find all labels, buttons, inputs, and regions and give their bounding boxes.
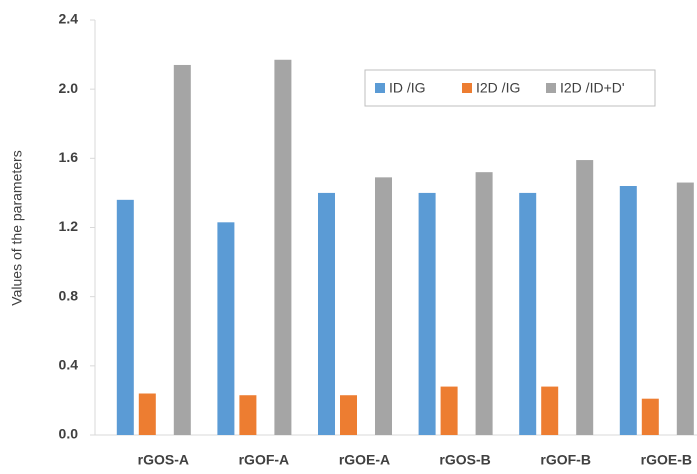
legend-label: I2D /IG xyxy=(476,80,520,96)
x-tick-label: rGOS-A xyxy=(138,452,189,468)
bar xyxy=(138,393,156,435)
legend-label: ID /IG xyxy=(389,80,426,96)
legend-swatch xyxy=(462,83,472,93)
legend-label: I2D /ID+D' xyxy=(560,80,625,96)
bar xyxy=(274,59,292,435)
bar xyxy=(641,398,659,435)
y-tick-label: 1.2 xyxy=(59,218,79,234)
bar xyxy=(619,186,637,435)
bar xyxy=(418,192,436,435)
bar xyxy=(440,386,458,435)
x-tick-label: rGOE-B xyxy=(641,452,692,468)
y-tick-label: 2.4 xyxy=(59,11,79,27)
y-tick-label: 0.4 xyxy=(59,357,79,373)
x-tick-label: rGOF-A xyxy=(239,452,290,468)
bar xyxy=(519,192,537,435)
legend-swatch xyxy=(546,83,556,93)
x-tick-label: rGOS-B xyxy=(439,452,490,468)
legend-box xyxy=(364,69,656,107)
y-tick-label: 1.6 xyxy=(59,149,79,165)
bar xyxy=(676,182,694,435)
bar xyxy=(340,395,357,435)
bar xyxy=(217,222,235,435)
bar xyxy=(576,160,594,435)
y-tick-label: 2.0 xyxy=(59,80,79,96)
y-tick-label: 0.8 xyxy=(59,287,79,303)
y-axis-title: Values of the parameters xyxy=(9,150,25,305)
bar xyxy=(239,395,257,435)
bar xyxy=(318,192,335,435)
bar xyxy=(116,199,134,435)
bar xyxy=(541,386,559,435)
x-tick-label: rGOE-A xyxy=(339,452,390,468)
x-tick-label: rGOF-B xyxy=(540,452,591,468)
legend-swatch xyxy=(375,83,385,93)
bar xyxy=(173,64,191,435)
y-tick-label: 0.0 xyxy=(59,426,79,442)
bar xyxy=(475,172,493,435)
bar xyxy=(375,177,392,435)
